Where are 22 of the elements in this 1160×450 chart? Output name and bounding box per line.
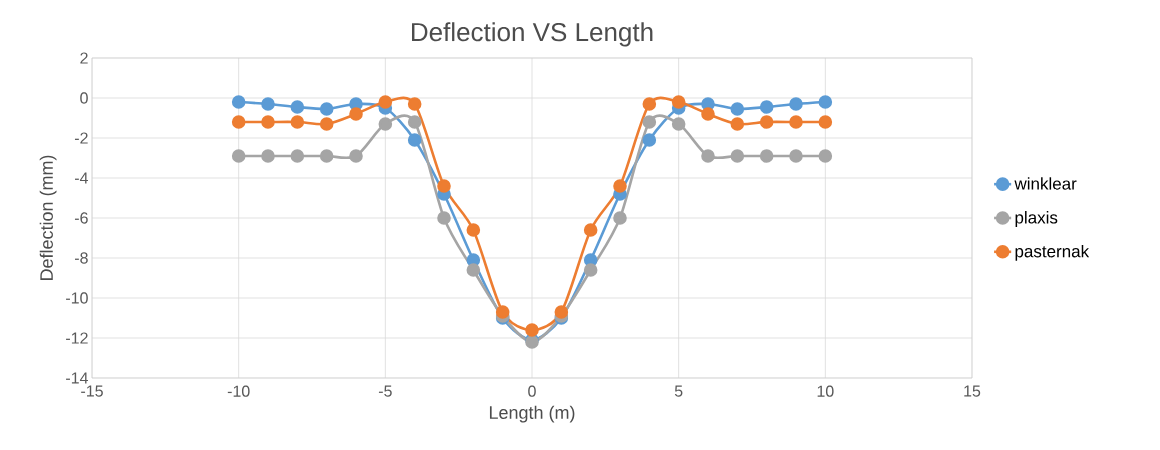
x-tick-label: -10 [227, 385, 250, 397]
x-tick-label: -5 [378, 385, 392, 397]
legend-label: winklear [1014, 177, 1077, 190]
y-tick-label: -2 [74, 132, 88, 144]
x-tick-label: -15 [81, 385, 103, 397]
y-axis-title: Deflection (mm) [39, 155, 57, 281]
x-tick-label: 15 [964, 385, 981, 397]
x-tick-label: 10 [817, 385, 834, 397]
legend-label: pasternak [1015, 244, 1090, 261]
y-tick-label: -14 [66, 372, 88, 384]
x-tick-label: 5 [674, 385, 683, 397]
y-tick-label: 0 [80, 92, 88, 104]
x-axis-title: Length (m) [489, 405, 575, 423]
y-tick-label: -10 [66, 292, 88, 304]
y-tick-label: 2 [80, 52, 88, 64]
x-tick-label: 0 [528, 385, 536, 397]
y-tick-label: -12 [66, 332, 88, 344]
chart-title: Deflection VS Length [412, 22, 653, 47]
y-tick-label: -6 [74, 212, 88, 224]
legend-label: plaxis [1015, 211, 1058, 227]
y-tick-label: -4 [74, 172, 89, 184]
y-tick-label: -8 [74, 252, 88, 264]
